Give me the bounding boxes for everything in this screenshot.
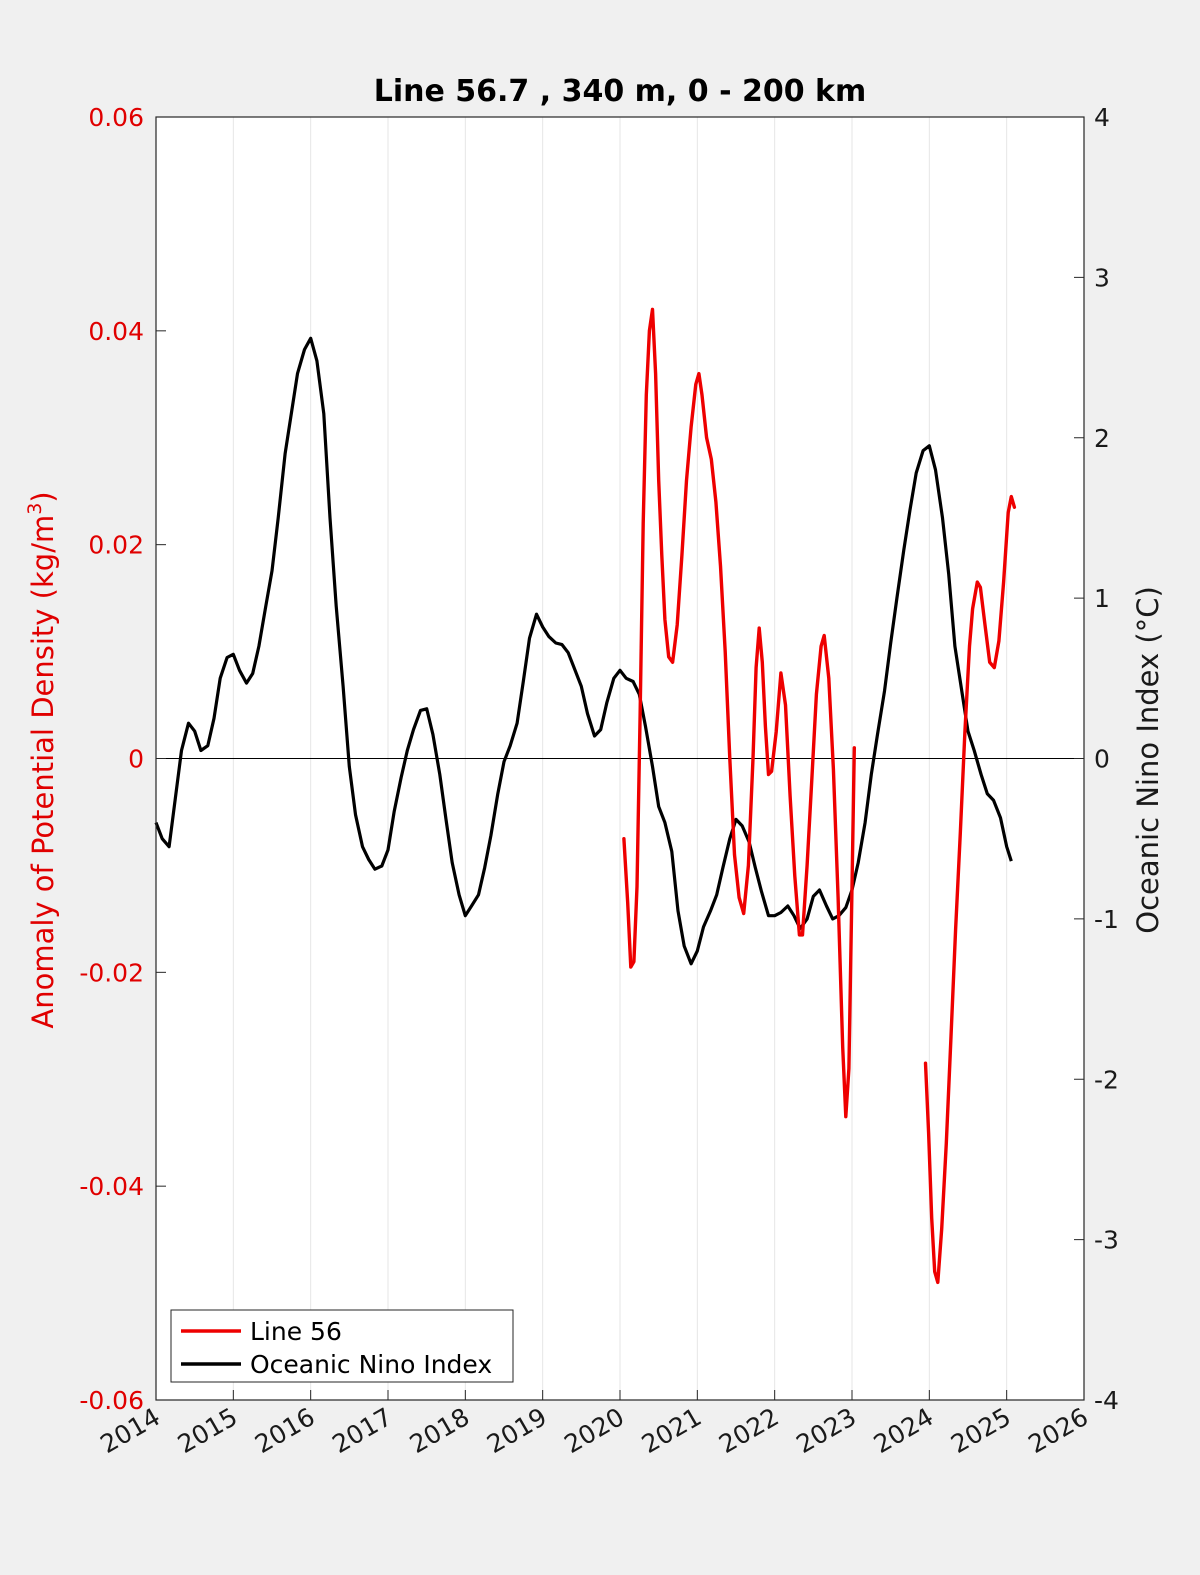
x-tick-label: 2015 xyxy=(173,1402,243,1459)
y-left-tick-label: 0 xyxy=(128,745,144,774)
x-tick-label: 2017 xyxy=(327,1402,397,1459)
legend[interactable]: Line 56 Oceanic Nino Index xyxy=(170,1309,514,1383)
y-right-tick-label: 1 xyxy=(1094,584,1110,613)
y-right-tick-label: 4 xyxy=(1094,103,1110,132)
x-tick-label: 2025 xyxy=(946,1402,1016,1459)
legend-label-line56: Line 56 xyxy=(250,1317,342,1346)
y-right-tick-label: 2 xyxy=(1094,424,1110,453)
x-tick-label: 2020 xyxy=(559,1402,629,1459)
y-left-tick-label: -0.04 xyxy=(79,1172,144,1201)
y-right-tick-label: 0 xyxy=(1094,745,1110,774)
y-left-tick-label: 0.02 xyxy=(88,531,144,560)
y-right-tick-label: 3 xyxy=(1094,263,1110,292)
y-right-tick-label: -1 xyxy=(1094,905,1119,934)
series-line-oceanic-nino-index xyxy=(154,336,1013,966)
x-tick-label: 2018 xyxy=(405,1402,475,1459)
series-layer xyxy=(154,307,1017,1285)
x-tick-label: 2022 xyxy=(714,1402,784,1459)
x-tick-label: 2024 xyxy=(869,1402,939,1459)
legend-label-oni: Oceanic Nino Index xyxy=(250,1350,492,1379)
series-line-line56-segment-2 xyxy=(923,494,1017,1285)
x-tick-label: 2026 xyxy=(1023,1402,1093,1459)
y-left-tick-label: 0.06 xyxy=(88,103,144,132)
y-right-tick-label: -3 xyxy=(1094,1226,1119,1255)
y-right-tick-label: -4 xyxy=(1094,1386,1119,1415)
y-left-tick-label: 0.04 xyxy=(88,317,144,346)
y-left-tick-label: -0.06 xyxy=(79,1386,144,1415)
legend-box xyxy=(170,1309,514,1383)
x-tick-label: 2021 xyxy=(637,1402,707,1459)
y-right-tick-label: -2 xyxy=(1094,1065,1119,1094)
y-axis-left-label: Anomaly of Potential Density (kg/m3) xyxy=(24,491,60,1028)
x-tick-label: 2016 xyxy=(250,1402,320,1459)
x-tick-label: 2019 xyxy=(482,1402,552,1459)
y-left-tick-label: -0.02 xyxy=(79,958,144,987)
series-line-line56-segment-1 xyxy=(622,307,856,1119)
y-axis-right-label: Oceanic Nino Index (°C) xyxy=(1131,586,1165,934)
x-tick-label: 2023 xyxy=(791,1402,861,1459)
chart-title: Line 56.7 , 340 m, 0 - 200 km xyxy=(374,74,867,109)
